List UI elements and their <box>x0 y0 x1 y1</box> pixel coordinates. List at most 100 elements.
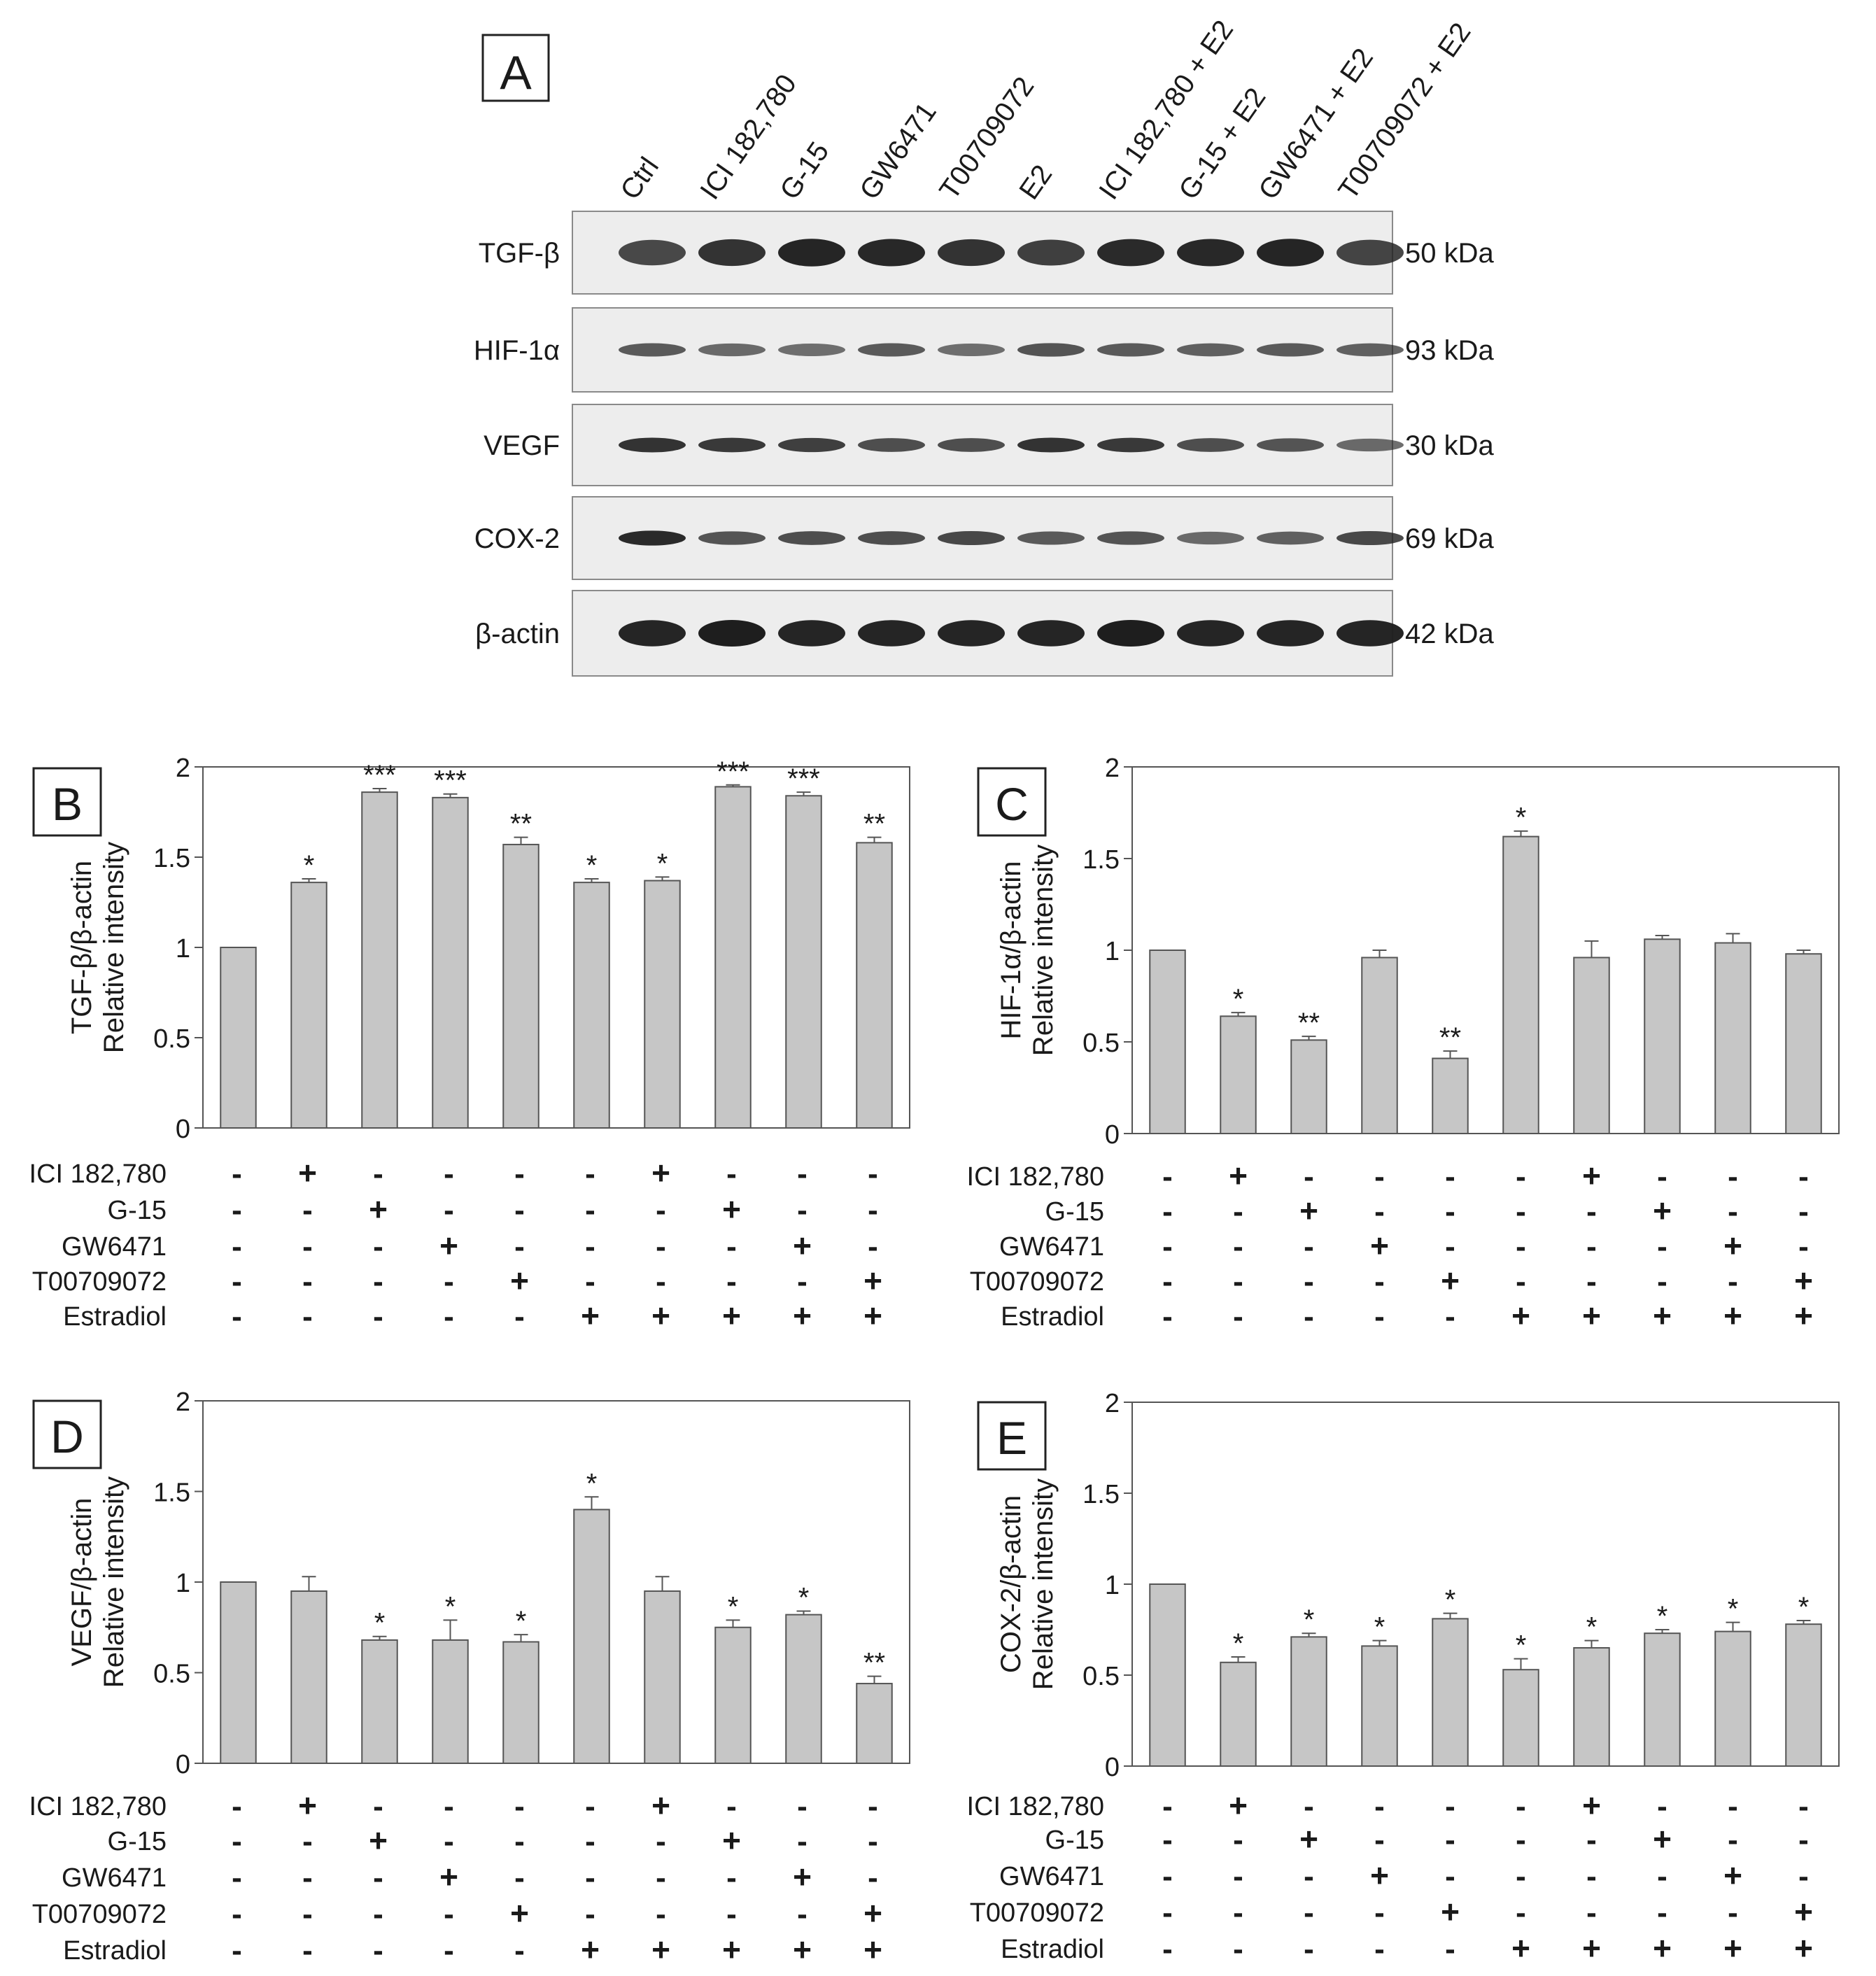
treatment-symbol: + <box>722 1297 741 1334</box>
treatment-symbol: - <box>302 1193 313 1227</box>
treatment-symbol: - <box>1657 1264 1667 1299</box>
treatment-symbol: - <box>1516 1789 1526 1823</box>
treatment-symbol: - <box>1162 1859 1173 1893</box>
significance-mark: * <box>304 850 315 881</box>
treatment-symbol: - <box>373 1299 383 1334</box>
treatment-row-label: GW6471 <box>999 1862 1104 1891</box>
treatment-symbol: + <box>1229 1787 1248 1823</box>
treatment-symbol: + <box>722 1191 741 1227</box>
treatment-symbol: + <box>722 1931 741 1968</box>
significance-mark: *** <box>363 760 396 791</box>
treatment-symbol: - <box>232 1933 242 1968</box>
treatment-symbol: + <box>1582 1157 1601 1194</box>
blot-band <box>938 438 1005 452</box>
significance-mark: * <box>798 1582 810 1613</box>
treatment-symbol: + <box>1229 1157 1248 1194</box>
treatment-symbol: - <box>1374 1159 1385 1194</box>
treatment-symbol: - <box>1516 1229 1526 1264</box>
significance-mark: * <box>586 1468 598 1499</box>
treatment-symbol: - <box>1586 1859 1597 1893</box>
blot-band <box>1337 530 1404 546</box>
treatment-symbol: - <box>1728 1896 1738 1930</box>
treatment-symbol: - <box>514 1824 525 1858</box>
blot-band <box>1337 620 1404 647</box>
treatment-symbol: + <box>1653 1930 1672 1966</box>
bar <box>1149 1583 1186 1767</box>
treatment-symbol: - <box>1233 1896 1243 1930</box>
protein-label: COX-2 <box>474 523 560 554</box>
treatment-symbol: - <box>1233 1932 1243 1966</box>
treatment-row-label: Estradiol <box>63 1302 167 1332</box>
significance-mark: *** <box>434 765 467 796</box>
y-tick-label: 1 <box>176 934 190 964</box>
y-axis-title-line1: TGF-β/β-actin <box>66 861 97 1034</box>
treatment-symbol: + <box>1794 1893 1813 1930</box>
treatment-symbol: + <box>1653 1297 1672 1334</box>
significance-mark: * <box>1304 1604 1315 1635</box>
treatment-symbol: - <box>1798 1789 1809 1823</box>
treatment-symbol: - <box>726 1861 737 1895</box>
panel-label-box <box>977 1401 1047 1471</box>
treatment-symbol: - <box>585 1157 595 1191</box>
significance-mark: * <box>657 848 668 879</box>
treatment-symbol: - <box>232 1789 242 1823</box>
bar <box>1785 1623 1822 1767</box>
bar <box>1714 942 1751 1135</box>
bar <box>1785 953 1822 1134</box>
treatment-symbol: + <box>439 1227 458 1264</box>
treatment-symbol: - <box>373 1229 383 1264</box>
significance-mark: * <box>374 1608 386 1639</box>
treatment-symbol: + <box>1582 1787 1601 1823</box>
blot-strip-cox2 <box>572 496 1404 580</box>
blot-band <box>1257 531 1324 545</box>
treatment-symbol: - <box>1374 1264 1385 1299</box>
treatment-symbol: + <box>1370 1227 1389 1264</box>
kda-label: 50 kDa <box>1405 238 1494 269</box>
treatment-symbol: - <box>868 1157 878 1191</box>
treatment-symbol: + <box>298 1787 317 1823</box>
panel-label: B <box>52 778 83 830</box>
treatment-symbol: - <box>1233 1299 1243 1334</box>
treatment-symbol: - <box>444 1789 454 1823</box>
significance-mark: *** <box>717 756 749 787</box>
panel-a-label: A <box>500 46 532 99</box>
treatment-symbol: - <box>1162 1159 1173 1194</box>
treatment-symbol: + <box>369 1191 388 1227</box>
treatment-row-label: ICI 182,780 <box>967 1792 1104 1821</box>
treatment-symbol: - <box>585 1861 595 1895</box>
treatment-symbol: - <box>1304 1159 1314 1194</box>
blot-band <box>1097 239 1164 267</box>
bar <box>290 1590 327 1764</box>
treatment-symbol: - <box>797 1264 807 1299</box>
treatment-symbol: - <box>1233 1194 1243 1229</box>
panel-label: D <box>50 1411 84 1462</box>
treatment-symbol: - <box>444 1299 454 1334</box>
blot-band <box>1337 438 1404 452</box>
treatment-symbol: - <box>373 1789 383 1823</box>
treatment-symbol: - <box>232 1229 242 1264</box>
kda-label: 30 kDa <box>1405 430 1494 461</box>
y-tick-label: 2 <box>1105 754 1120 783</box>
treatment-symbol: - <box>302 1824 313 1858</box>
treatment-symbol: - <box>1233 1859 1243 1893</box>
treatment-symbol: - <box>585 1789 595 1823</box>
y-tick-label: 1.5 <box>1082 845 1120 875</box>
treatment-symbol: - <box>232 1193 242 1227</box>
treatment-symbol: - <box>585 1824 595 1858</box>
panel-label-box <box>977 767 1047 837</box>
y-axis-title-line2: Relative intensity <box>99 1476 129 1688</box>
treatment-symbol: - <box>373 1861 383 1895</box>
bar <box>1644 938 1681 1135</box>
y-tick-label: 0.5 <box>153 1660 190 1689</box>
treatment-symbol: + <box>1582 1297 1601 1334</box>
panel-label-box <box>32 1399 102 1469</box>
blot-band <box>1097 437 1164 453</box>
bar <box>856 842 893 1129</box>
treatment-symbol: - <box>1374 1299 1385 1334</box>
significance-mark: * <box>1374 1612 1385 1643</box>
blot-strip-tgf <box>572 211 1404 295</box>
y-tick-label: 1.5 <box>153 844 190 873</box>
blot-band <box>938 620 1005 647</box>
treatment-symbol: - <box>514 1193 525 1227</box>
